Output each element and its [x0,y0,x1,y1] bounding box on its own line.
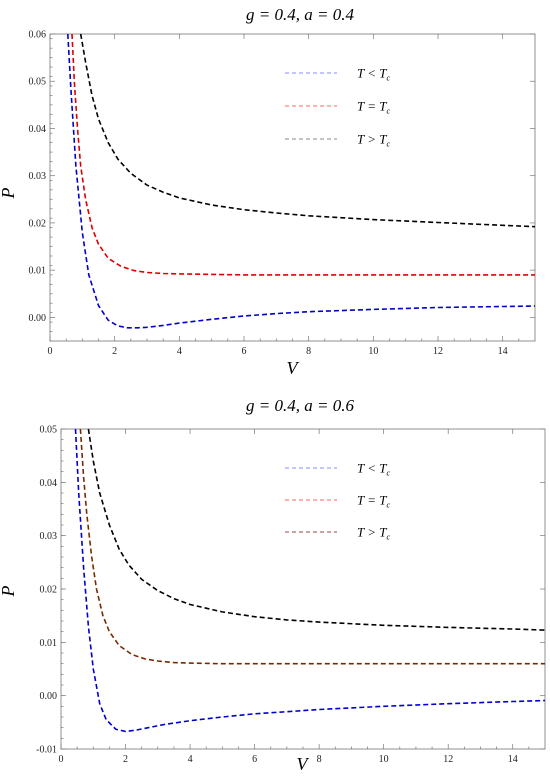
plot-frame [49,33,536,342]
axis-ticks: 0 2 4 6 8 10 12 14 -0.01 0.00 0.01 0.02 0.03 0.04 0.05 [36,425,545,765]
x-tick-label: 12 [443,754,453,765]
y-tick-label: 0.02 [29,218,47,229]
x-tick-label: 0 [59,754,64,765]
legend-label: T > Tc [357,132,391,149]
x-tick-label: 4 [177,346,182,357]
y-tick-label: 0.05 [40,425,58,436]
x-tick-label: 14 [498,346,508,357]
x-tick-label: 2 [123,754,128,765]
series-line-2 [74,429,545,733]
chart-top: g = 0.4, a = 0.4 0 2 4 6 8 10 12 14 0.00 0.01 0.02… [0,5,536,378]
legend: T < Tc T = Tc T > Tc [285,461,391,542]
y-tick-label: 0.00 [29,313,47,324]
plot-frame [60,428,546,750]
series-line-1 [79,429,545,665]
y-tick-label: -0.01 [36,745,57,756]
x-tick-label: 6 [252,754,257,765]
legend-label: T = Tc [357,493,391,510]
y-tick-label: 0.04 [40,478,58,489]
series-line-1 [71,34,535,276]
series-layer [67,34,535,329]
series-line-0 [87,429,545,631]
chart-title: g = 0.4, a = 0.6 [246,396,354,415]
chart-title: g = 0.4, a = 0.4 [246,5,354,24]
legend-label: T < Tc [357,461,391,478]
y-tick-label: 0.04 [29,124,47,135]
x-axis-label: V [287,358,300,378]
x-axis-label: V [297,754,310,774]
x-tick-label: 14 [508,754,518,765]
legend-label: T = Tc [357,99,391,116]
legend-label: T < Tc [357,66,391,83]
y-tick-label: 0.01 [29,266,47,277]
series-line-2 [67,34,535,329]
y-tick-label: 0.01 [40,638,58,649]
y-axis-label: P [0,188,18,200]
x-tick-label: 4 [188,754,193,765]
x-tick-label: 8 [306,346,311,357]
legend: T < Tc T = Tc T > Tc [285,66,391,149]
y-tick-label: 0.06 [29,30,47,41]
y-tick-label: 0.02 [40,585,58,596]
x-tick-label: 0 [48,346,53,357]
x-tick-label: 2 [112,346,117,357]
chart-bottom: g = 0.4, a = 0.6 0 2 4 6 8 10 12 14 -0.01 0.00 0.0… [0,396,546,774]
y-tick-label: 0.03 [40,531,58,542]
series-line-0 [79,34,535,228]
x-tick-label: 8 [317,754,322,765]
x-tick-label: 6 [242,346,247,357]
x-tick-label: 12 [433,346,443,357]
y-axis-label: P [0,586,18,598]
x-tick-label: 10 [379,754,389,765]
series-layer [74,429,545,733]
y-tick-label: 0.03 [29,171,47,182]
x-tick-label: 10 [368,346,378,357]
y-tick-label: 0.05 [29,77,47,88]
legend-label: T > Tc [357,525,391,542]
y-tick-label: 0.00 [40,691,58,702]
axis-ticks: 0 2 4 6 8 10 12 14 0.00 0.01 0.02 0.03 0.04 0.05 0.06 [29,30,535,357]
